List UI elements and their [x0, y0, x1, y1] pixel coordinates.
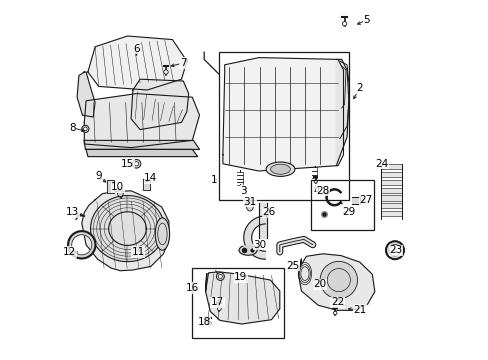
Polygon shape: [68, 231, 95, 258]
Circle shape: [217, 307, 221, 310]
Polygon shape: [298, 254, 374, 310]
Circle shape: [314, 180, 317, 183]
Text: 24: 24: [375, 159, 388, 169]
Polygon shape: [381, 164, 401, 169]
Polygon shape: [239, 246, 257, 255]
Text: 25: 25: [286, 261, 299, 271]
Circle shape: [132, 159, 141, 168]
Polygon shape: [107, 180, 114, 193]
Bar: [218, 52, 348, 200]
Text: 22: 22: [330, 297, 343, 307]
Text: 26: 26: [262, 207, 275, 217]
Text: 13: 13: [66, 207, 79, 217]
Text: 11: 11: [131, 247, 144, 257]
Circle shape: [333, 311, 336, 315]
Text: 23: 23: [388, 245, 402, 255]
Ellipse shape: [270, 164, 290, 174]
Circle shape: [83, 127, 87, 131]
Polygon shape: [205, 272, 279, 324]
Polygon shape: [223, 58, 343, 171]
Polygon shape: [258, 203, 266, 238]
Text: 21: 21: [352, 305, 366, 315]
Polygon shape: [88, 36, 186, 90]
Text: 15: 15: [121, 159, 134, 169]
Text: 4: 4: [312, 186, 319, 196]
Circle shape: [207, 321, 211, 325]
Text: 18: 18: [197, 317, 210, 327]
Circle shape: [117, 191, 123, 197]
Polygon shape: [244, 216, 265, 259]
Text: 6: 6: [133, 44, 140, 54]
Polygon shape: [381, 211, 401, 216]
Text: 2: 2: [356, 83, 362, 93]
Text: 31: 31: [243, 197, 256, 207]
Text: 17: 17: [210, 297, 224, 307]
Text: 1: 1: [210, 175, 217, 185]
Text: 9: 9: [95, 171, 102, 181]
Circle shape: [388, 244, 400, 256]
Text: 30: 30: [253, 240, 265, 250]
Text: 7: 7: [180, 58, 186, 68]
Text: 16: 16: [185, 283, 199, 293]
Ellipse shape: [265, 162, 294, 176]
Text: 20: 20: [313, 279, 326, 289]
Circle shape: [216, 273, 224, 280]
Text: 28: 28: [316, 186, 329, 196]
Text: 5: 5: [363, 15, 369, 25]
Bar: [192, 268, 284, 338]
Polygon shape: [131, 79, 188, 130]
Polygon shape: [381, 180, 401, 185]
Circle shape: [163, 70, 168, 74]
Circle shape: [385, 241, 403, 259]
Text: 10: 10: [111, 182, 124, 192]
Text: 29: 29: [342, 207, 355, 217]
Polygon shape: [336, 59, 348, 166]
Bar: [310, 180, 373, 230]
Polygon shape: [381, 172, 401, 177]
Polygon shape: [142, 179, 150, 190]
Polygon shape: [351, 197, 359, 204]
Text: 27: 27: [359, 195, 372, 205]
Ellipse shape: [155, 218, 169, 250]
Circle shape: [320, 261, 357, 299]
Polygon shape: [81, 191, 168, 271]
Text: 3: 3: [240, 186, 246, 196]
Circle shape: [134, 162, 139, 166]
Polygon shape: [84, 140, 199, 149]
Circle shape: [342, 22, 346, 26]
Polygon shape: [381, 203, 401, 208]
Polygon shape: [77, 72, 95, 117]
Polygon shape: [381, 195, 401, 201]
Circle shape: [81, 125, 89, 132]
Polygon shape: [381, 188, 401, 193]
Polygon shape: [86, 149, 197, 157]
Circle shape: [218, 274, 222, 279]
Polygon shape: [90, 195, 164, 262]
Ellipse shape: [246, 201, 253, 211]
Text: 19: 19: [234, 272, 247, 282]
Text: 14: 14: [144, 173, 157, 183]
Text: 8: 8: [69, 123, 76, 133]
Text: 12: 12: [63, 247, 76, 257]
Polygon shape: [84, 94, 199, 148]
